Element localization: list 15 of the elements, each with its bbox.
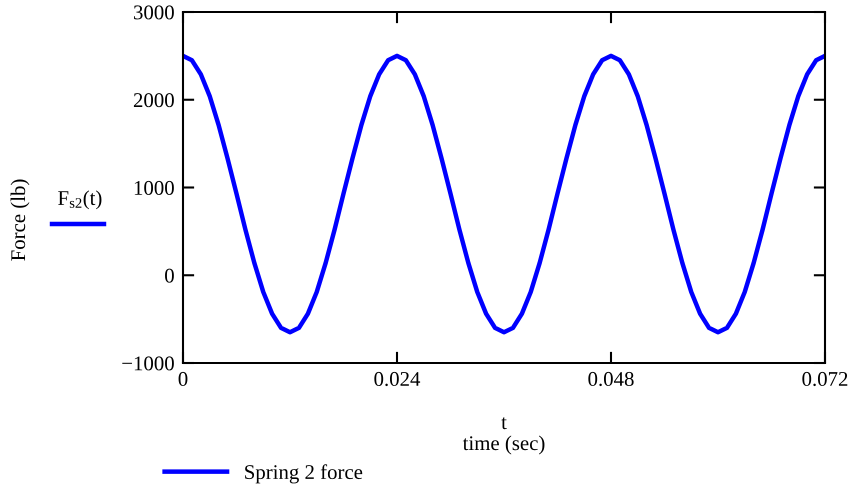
legend-label: Spring 2 force <box>245 464 362 484</box>
x-tick-label: 0.024 <box>374 372 420 386</box>
text: F$_{s2}$(t) <box>58 190 102 210</box>
text: t <box>501 417 507 430</box>
x-tick-label: 0.048 <box>588 372 634 386</box>
x-tick-label: 0 <box>178 372 188 386</box>
y-axis-title: Force (lb) <box>10 180 30 261</box>
y-tick-label: 0 <box>165 268 174 283</box>
y-tick-label: 3000 <box>134 5 174 20</box>
x-tick-label: 0.072 <box>802 372 848 386</box>
y-tick-label: −1000 <box>122 356 174 370</box>
line-series <box>183 54 825 335</box>
y-tick-label: 2000 <box>134 93 174 108</box>
y-tick-label: 1000 <box>134 180 174 195</box>
x-axis-title: time (sec) <box>462 436 544 454</box>
